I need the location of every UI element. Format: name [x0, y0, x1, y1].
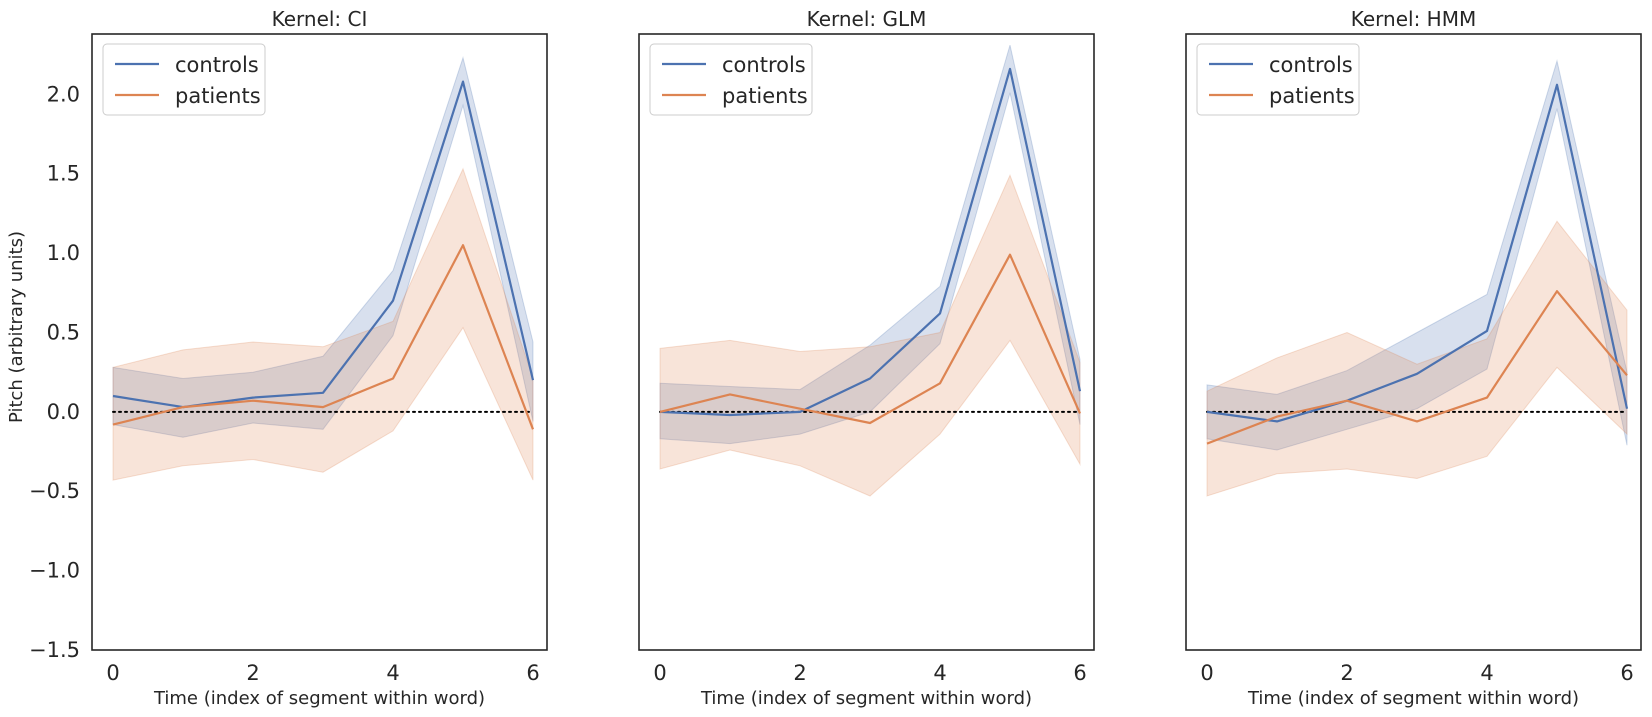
legend: controls patients	[649, 43, 813, 116]
plot-frame	[1185, 33, 1642, 651]
x-tick-label: 0	[653, 661, 666, 685]
chart-title: Kernel: GLM	[807, 7, 927, 31]
legend-label-patients: patients	[175, 84, 261, 108]
x-tick-label: 0	[106, 661, 119, 685]
x-tick-label: 4	[386, 661, 399, 685]
x-tick-label: 4	[1480, 661, 1493, 685]
x-tick-label: 0	[1200, 661, 1213, 685]
y-tick-label: 2.0	[47, 82, 80, 106]
y-tick-label: 0.5	[47, 320, 80, 344]
legend-label-controls: controls	[722, 53, 806, 77]
y-axis-label: Pitch (arbitrary units)	[6, 231, 27, 423]
confidence-band-controls	[112, 55, 534, 438]
legend-label-patients: patients	[1269, 84, 1355, 108]
chart-title: Kernel: HMM	[1351, 7, 1476, 31]
legend: controls patients	[1196, 43, 1360, 116]
y-tick-label: 0.0	[47, 400, 80, 424]
y-tick-label: 1.5	[47, 162, 80, 186]
x-axis-label: Time (index of segment within word)	[700, 688, 1032, 709]
legend-box	[1196, 43, 1360, 116]
chart-panel-3: Kernel: HMM 0 2 4 6 Time (index of segment wi…	[1185, 7, 1642, 709]
plot-frame	[638, 33, 1095, 651]
x-axis-label: Time (index of segment within word)	[1247, 688, 1579, 709]
series-line-controls	[1206, 83, 1629, 423]
confidence-band-controls	[659, 44, 1081, 445]
chart-panel-2: Kernel: GLM 0 2 4 6 Time (index of segment wi…	[638, 7, 1095, 709]
legend: controls patients	[102, 43, 266, 116]
y-tick-label: −1.0	[29, 559, 80, 583]
legend-box	[102, 43, 266, 116]
x-tick-label: 2	[1340, 661, 1353, 685]
series-line-controls	[659, 67, 1082, 417]
legend-label-controls: controls	[175, 53, 259, 77]
chart-title: Kernel: CI	[272, 7, 368, 31]
legend-box	[649, 43, 813, 116]
legend-label-controls: controls	[1269, 53, 1353, 77]
confidence-band-patients	[1206, 220, 1628, 497]
series-line-patients	[112, 244, 535, 430]
confidence-band-patients	[659, 173, 1081, 497]
series-line-patients	[659, 253, 1082, 425]
x-tick-label: 2	[246, 661, 259, 685]
x-tick-label: 6	[526, 661, 539, 685]
series-line-patients	[1206, 290, 1628, 445]
x-tick-label: 2	[793, 661, 806, 685]
x-tick-label: 6	[1620, 661, 1633, 685]
x-axis-label: Time (index of segment within word)	[153, 688, 485, 709]
chart-panel-1: Kernel: CI 0 2 4 6 −1.5 −1.0 −0.5 0.0 0.5 1.0 1.5 2.…	[6, 7, 548, 709]
plot-frame	[91, 33, 548, 651]
confidence-band-patients	[112, 167, 534, 481]
x-tick-label: 4	[933, 661, 946, 685]
y-tick-label: −1.5	[29, 638, 80, 662]
y-tick-label: −0.5	[29, 479, 80, 503]
x-tick-label: 6	[1073, 661, 1086, 685]
legend-label-patients: patients	[722, 84, 808, 108]
y-tick-label: 1.0	[47, 241, 80, 265]
